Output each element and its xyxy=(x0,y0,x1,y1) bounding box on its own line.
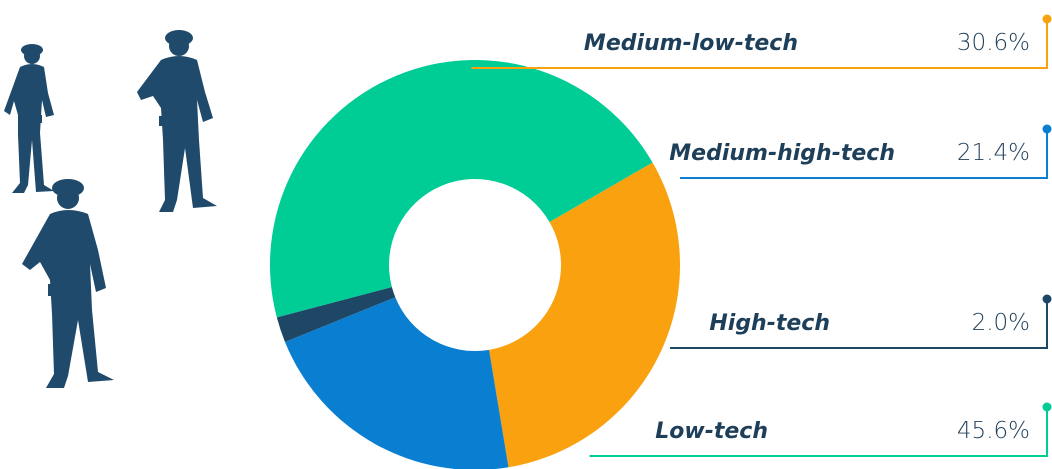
callout-line xyxy=(471,22,1048,69)
callout-line xyxy=(589,410,1048,457)
callout-low-tech: Low-tech 45.6% xyxy=(589,402,1052,457)
callout-dot xyxy=(1042,294,1052,304)
donut-slice-medium-low-tech xyxy=(489,162,680,468)
callout-medium-low-tech: Medium-low-tech 30.6% xyxy=(471,14,1052,69)
slice-value-label: 2.0% xyxy=(972,310,1030,336)
chart-legend-callouts: Medium-low-tech 30.6% Medium-high-tech 21.4… xyxy=(471,14,1052,457)
slice-value-label: 21.4% xyxy=(957,140,1030,166)
callout-high-tech: High-tech 2.0% xyxy=(669,294,1052,349)
worker-figure xyxy=(22,179,114,388)
donut-slice-medium-high-tech xyxy=(284,297,509,469)
callout-dot xyxy=(1042,402,1052,412)
callout-dot xyxy=(1042,14,1052,24)
slice-value-label: 30.6% xyxy=(957,30,1030,56)
donut-slice-high-tech xyxy=(276,286,396,342)
donut-slice-low-tech xyxy=(270,60,653,318)
workers-illustration xyxy=(4,30,217,388)
slice-label: Medium-low-tech xyxy=(584,31,798,56)
callout-medium-high-tech: Medium-high-tech 21.4% xyxy=(669,124,1052,179)
slice-label: High-tech xyxy=(709,311,830,336)
callout-line xyxy=(679,132,1048,179)
donut-chart xyxy=(270,60,680,469)
slice-label: Medium-high-tech xyxy=(669,141,895,166)
worker-figure xyxy=(4,44,54,193)
worker-figure xyxy=(137,30,217,212)
slice-label: Low-tech xyxy=(655,419,768,444)
callout-line xyxy=(669,302,1048,349)
callout-dot xyxy=(1042,124,1052,134)
slice-value-label: 45.6% xyxy=(957,418,1030,444)
